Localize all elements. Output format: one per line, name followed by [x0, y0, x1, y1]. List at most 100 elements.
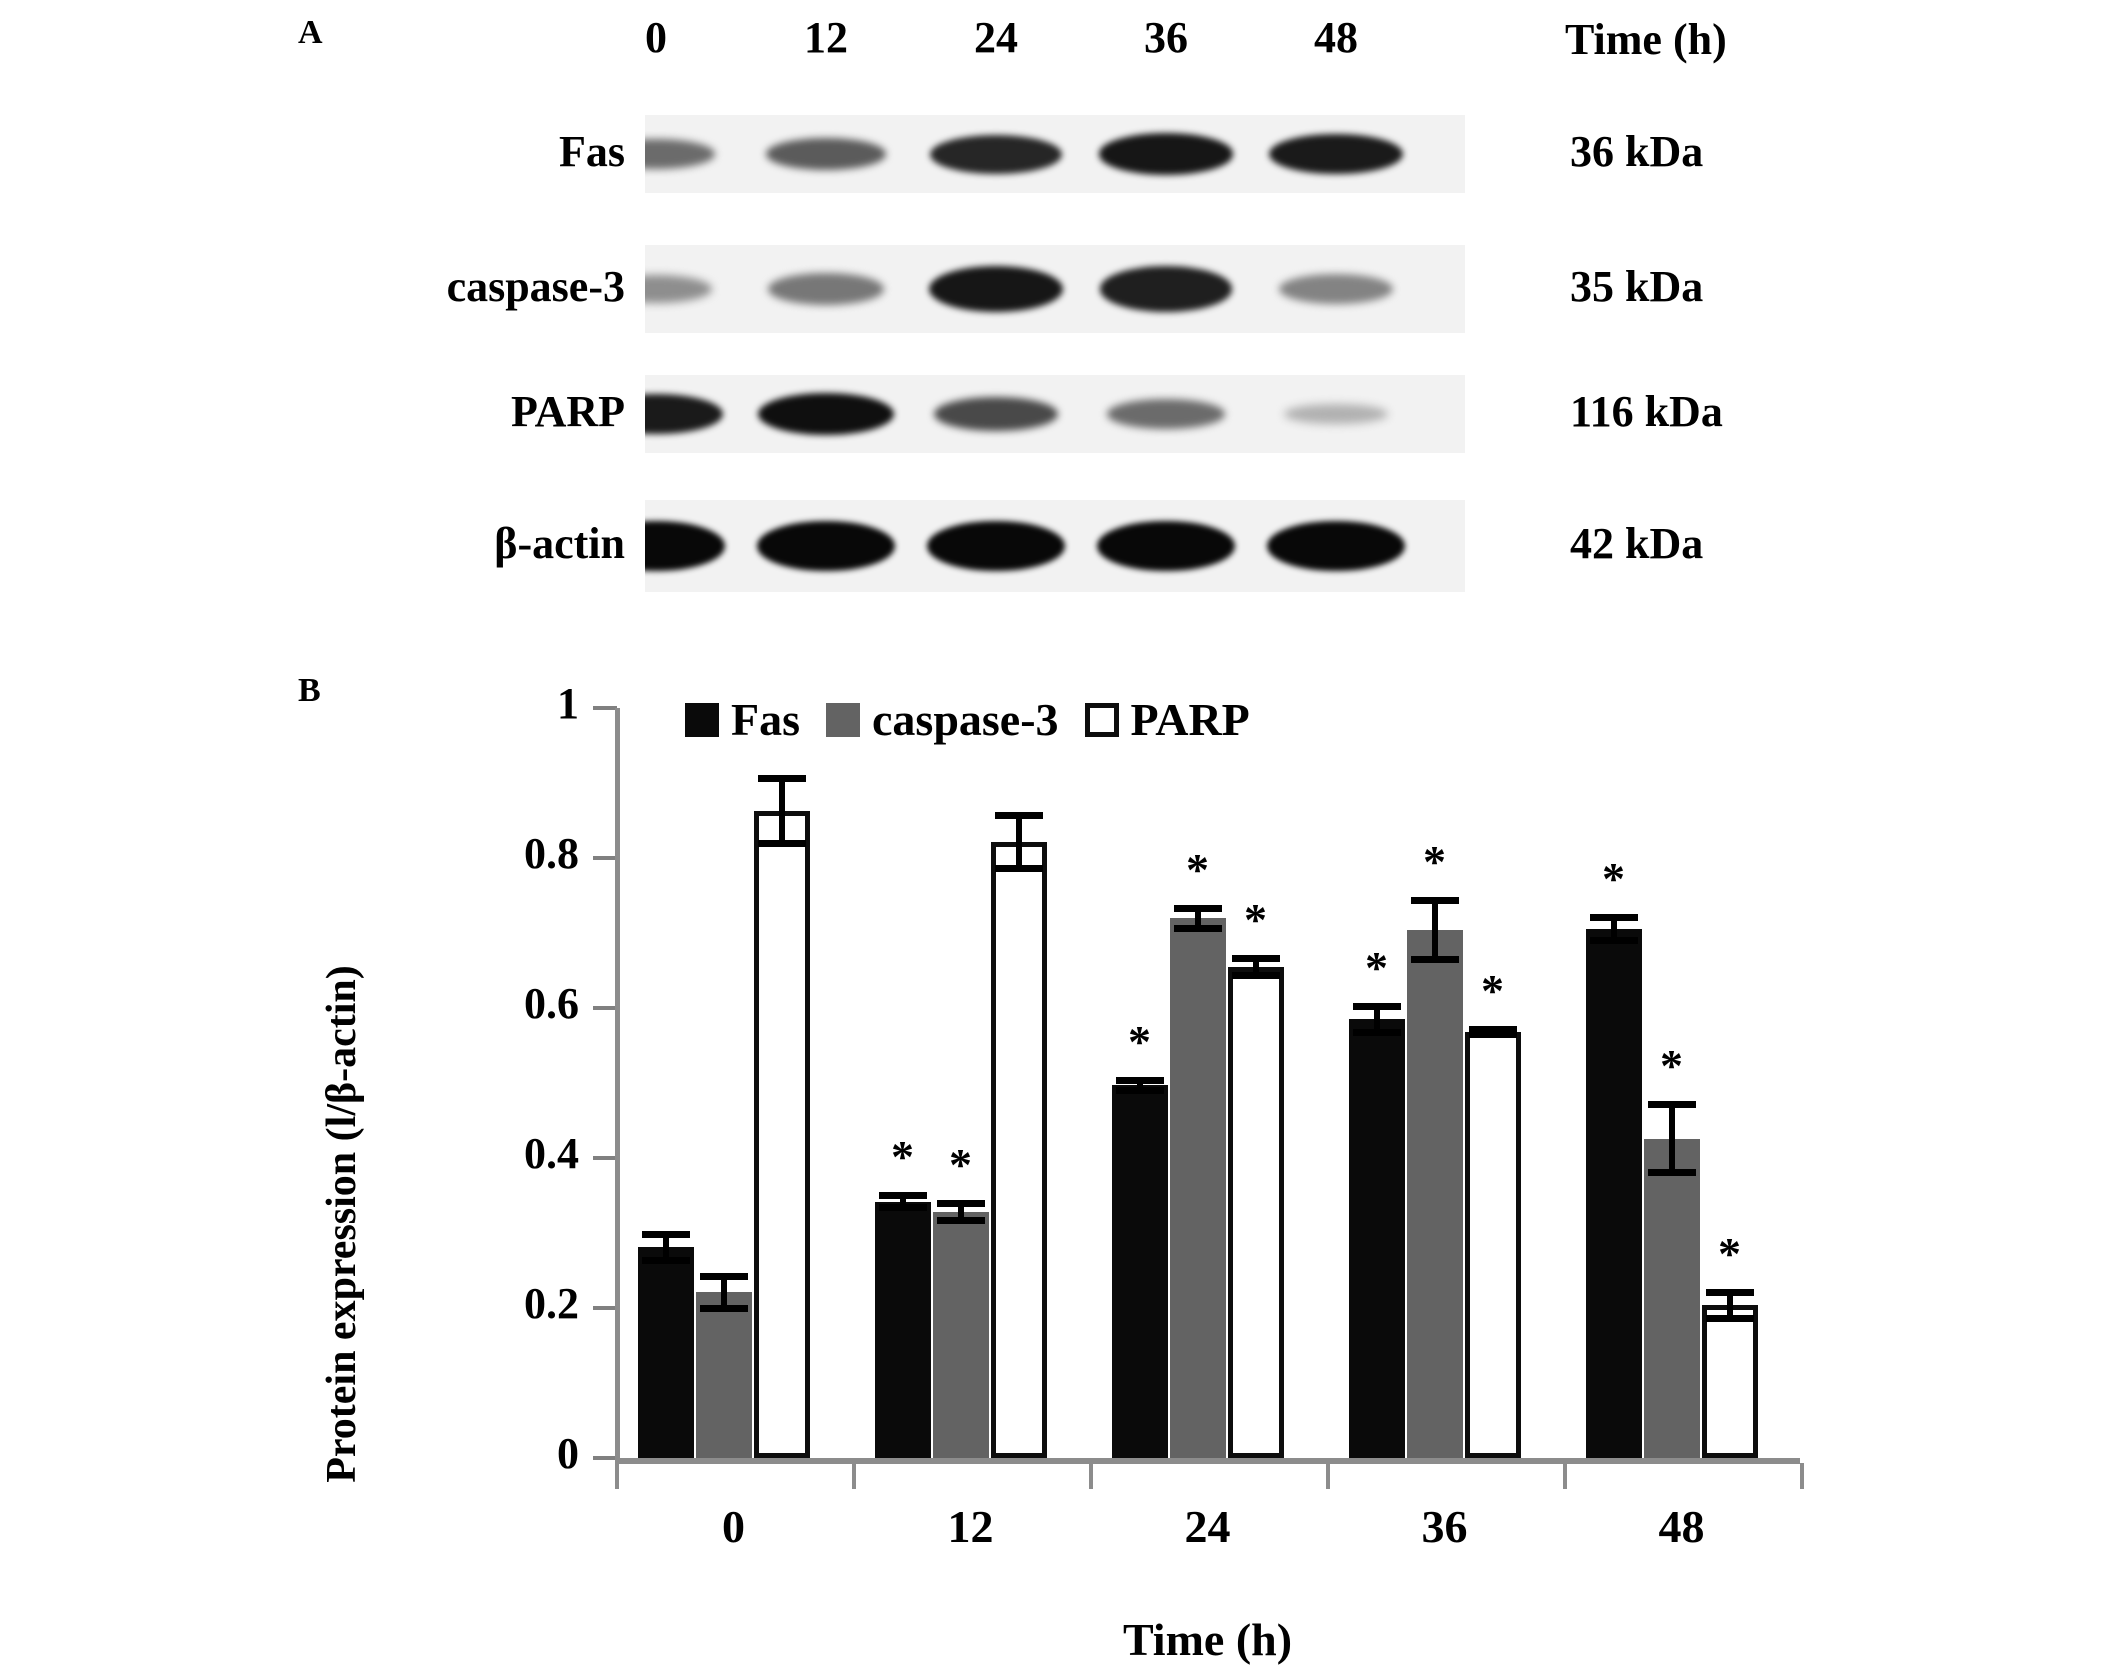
blot-band [645, 393, 723, 435]
error-bar [994, 812, 1043, 873]
legend-swatch-icon [826, 702, 860, 737]
blot-strip-parp [645, 375, 1465, 453]
error-bar-cap-bottom [1173, 924, 1222, 932]
blot-strip-caspase3 [645, 245, 1465, 333]
bar-caspase3-0 [695, 1292, 752, 1458]
blot-time-12: 12 [804, 13, 848, 62]
error-bar-cap-top [1231, 954, 1280, 962]
error-bar [1115, 1077, 1164, 1094]
blot-kda-label: 36 kDa [1570, 127, 1704, 176]
legend-item-caspase3[interactable]: caspase-3 [826, 693, 1059, 746]
error-bar-cap-top [878, 1191, 927, 1199]
significance-star: * [1602, 852, 1625, 904]
error-bar-cap-top [994, 812, 1043, 820]
blot-band [645, 520, 725, 572]
significance-star: * [1423, 836, 1446, 887]
error-bar-stem [1136, 1077, 1143, 1094]
significance-star: * [949, 1139, 972, 1190]
blot-protein-label: Fas [559, 127, 625, 176]
legend-label: Fas [731, 694, 800, 745]
error-bar-cap-bottom [757, 839, 806, 847]
error-bar-cap-top [1647, 1101, 1696, 1108]
x-tick-mark [1326, 1463, 1330, 1489]
y-tick-label: 0.8 [524, 829, 579, 878]
y-tick-mark [593, 856, 617, 860]
significance-star: * [1660, 1040, 1683, 1091]
error-bar-cap-bottom [994, 865, 1043, 873]
blot-band [765, 138, 887, 170]
error-bar-stem [778, 774, 785, 847]
bar-fas-0 [637, 1247, 694, 1458]
error-bar-stem [662, 1230, 669, 1264]
x-tick-mark [615, 1463, 619, 1489]
blot-protein-label: β-actin [494, 519, 625, 568]
error-bar-cap-bottom [936, 1217, 985, 1224]
blot-band [928, 265, 1064, 313]
x-tick-label-48: 48 [1658, 1501, 1705, 1552]
legend-item-parp[interactable]: PARP [1084, 693, 1250, 746]
blot-membrane [645, 500, 1465, 592]
blot-time-36: 36 [1144, 13, 1188, 62]
blot-band [1267, 520, 1405, 572]
error-bar [641, 1230, 690, 1264]
error-bar-stem [1252, 954, 1259, 979]
y-tick-label: 0.4 [524, 1129, 579, 1178]
panel-b-letter: B [298, 672, 321, 709]
y-axis-label: Protein expression (l/β-actin) [319, 965, 365, 1483]
blot-band [1099, 266, 1233, 312]
error-bar-cap-bottom [1231, 971, 1280, 979]
error-bar [1231, 954, 1280, 979]
error-bar-cap-bottom [1705, 1314, 1754, 1322]
blot-strip-fas [645, 115, 1465, 193]
error-bar-cap-top [1410, 897, 1459, 904]
blot-protein-label: caspase-3 [446, 262, 625, 311]
x-tick-label-0: 0 [722, 1501, 745, 1552]
significance-star: * [1365, 941, 1388, 993]
blot-band [1283, 403, 1389, 425]
error-bar-cap-top [1468, 1026, 1517, 1033]
y-tick-mark [593, 1306, 617, 1310]
significance-star: * [1128, 1016, 1151, 1067]
figure-root: A 0 12 24 36 48 Time (h) B Protein expressio… [0, 13, 2126, 1665]
bar-caspase3-12 [932, 1212, 989, 1458]
blot-band [1279, 274, 1393, 304]
error-bar-cap-bottom [1468, 1031, 1517, 1038]
blot-band [1097, 520, 1235, 572]
error-bar [1410, 897, 1459, 963]
error-bar-cap-top [1352, 1002, 1401, 1010]
y-tick-mark [593, 1006, 617, 1010]
bar-parp-0 [753, 810, 810, 1458]
blot-time-24: 24 [974, 13, 1018, 62]
bar-fas-48 [1585, 928, 1642, 1458]
bar-parp-24 [1227, 966, 1284, 1458]
blot-band [927, 520, 1065, 572]
error-bar-cap-top [641, 1230, 690, 1238]
blot-band [757, 520, 895, 572]
y-axis-line [615, 708, 620, 1462]
significance-star: * [1244, 893, 1267, 945]
significance-star: * [1481, 965, 1504, 1016]
y-tick-label: 0.2 [524, 1279, 579, 1328]
error-bar [1647, 1101, 1696, 1176]
blot-membrane [645, 115, 1465, 193]
blot-time-0: 0 [645, 13, 667, 62]
blot-band [1107, 399, 1225, 429]
bar-caspase3-48 [1643, 1138, 1700, 1458]
x-tick-mark [1563, 1463, 1567, 1489]
bar-fas-36 [1348, 1019, 1405, 1458]
bar-caspase3-24 [1169, 918, 1226, 1458]
bar-fas-24 [1111, 1085, 1168, 1458]
error-bar [1589, 913, 1638, 944]
error-bar-cap-top [936, 1200, 985, 1207]
error-bar-stem [1668, 1101, 1675, 1176]
blot-time-48: 48 [1314, 13, 1358, 62]
bar-parp-12 [990, 842, 1047, 1458]
error-bar-cap-top [1173, 904, 1222, 912]
error-bar-cap-bottom [1589, 936, 1638, 944]
x-axis-line [615, 1458, 1800, 1464]
chart-legend: Fas caspase-3 PARP [685, 693, 1250, 746]
legend-item-fas[interactable]: Fas [685, 693, 800, 746]
x-tick-label-12: 12 [947, 1501, 994, 1552]
bar-chart: Protein expression (l/β-actin) 0 0.2 0.4 0.… [0, 640, 2126, 1665]
blot-band [758, 392, 894, 436]
